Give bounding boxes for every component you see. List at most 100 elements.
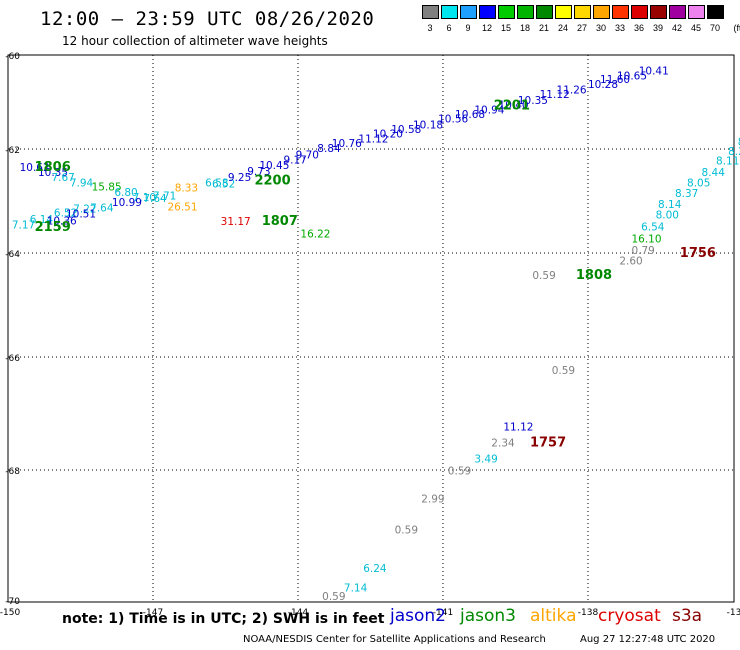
legend-swatch — [631, 5, 648, 19]
pass-time-label: 1757 — [530, 435, 566, 450]
wave-height-value: 9.70 — [296, 149, 319, 161]
legend-label: 6 — [446, 23, 452, 33]
pass-time-label: 1806 — [35, 160, 71, 175]
wave-height-value: 8.44 — [702, 167, 726, 179]
wave-height-value: 8.33 — [175, 183, 198, 195]
map-frame — [7, 54, 735, 603]
wave-height-value: 10.20 — [373, 129, 403, 141]
wave-height-value: 8.00 — [656, 210, 679, 222]
wave-height-value: 7.64 — [143, 193, 167, 205]
wave-height-value: 6.58 — [205, 177, 228, 189]
legend-label: 21 — [538, 23, 549, 33]
pass-time-label: 2200 — [254, 173, 290, 188]
wave-height-value: 8.14 — [658, 199, 682, 211]
wave-height-value: 6.52 — [212, 178, 235, 190]
legend-label: 3 — [427, 23, 433, 33]
latitude-label: -64 — [5, 250, 20, 260]
wave-height-value: 8.84 — [317, 143, 341, 155]
legend-label: 33 — [614, 23, 625, 33]
wave-height-value: 10.36 — [47, 215, 77, 227]
legend-label: 27 — [576, 23, 587, 33]
pass-time-label: 2159 — [35, 220, 71, 235]
wave-height-value: 6.24 — [363, 563, 387, 575]
wave-height-value: 10.51 — [66, 209, 96, 221]
longitude-label: -150 — [0, 608, 20, 618]
wave-height-value: 10.35 — [38, 167, 68, 179]
wave-height-observations: 10.6210.357.677.9415.856.807.107.647.711… — [12, 66, 740, 603]
legend-label: 12 — [481, 23, 492, 33]
latitude-label: -68 — [5, 467, 20, 477]
longitude-label: -141 — [433, 608, 453, 618]
wave-height-value: 31.17 — [221, 216, 251, 228]
wave-height-value: 10.28 — [588, 79, 618, 91]
wave-height-value: 10.56 — [438, 114, 468, 126]
legend-swatch — [612, 5, 629, 19]
legend-swatch — [593, 5, 610, 19]
wave-height-value: 7.17 — [12, 220, 35, 232]
legend-swatch — [517, 5, 534, 19]
graticule — [8, 55, 734, 602]
longitude-label: -144 — [288, 608, 309, 618]
page-title: 12:00 – 23:59 UTC 08/26/2020 — [40, 8, 375, 30]
wave-height-value: 11.60 — [600, 74, 630, 86]
legend-label: 36 — [633, 23, 644, 33]
legend-label: 30 — [595, 23, 606, 33]
wave-height-value: 15.85 — [92, 182, 122, 194]
pass-time-label: 2201 — [494, 99, 530, 114]
wave-height-value: 8.11 — [716, 156, 739, 168]
footer-note: note: 1) Time is in UTC; 2) SWH is in fe… — [62, 611, 385, 627]
wave-height-value: 7.14 — [344, 583, 368, 595]
legend-label: 39 — [652, 23, 663, 33]
pass-time-labels: 1806 2159 1807 2200 2201 1808 1757 1756 — [35, 99, 716, 451]
wave-height-value: 6.14 — [30, 214, 54, 226]
pass-time-label: 1808 — [576, 268, 612, 283]
wave-height-value: 10.18 — [413, 119, 443, 131]
credit-line: NOAA/NESDIS Center for Satellite Applica… — [243, 634, 546, 645]
legend-label: 45 — [690, 23, 701, 33]
wave-height-value: 6.52 — [54, 208, 77, 220]
legend-label: 18 — [519, 23, 530, 33]
longitude-label: -13 — [727, 608, 740, 618]
satellite-cryosat: cryosat — [598, 606, 661, 626]
wave-height-value: 10.45 — [259, 160, 289, 172]
wave-height-value: 2.60 — [619, 255, 642, 267]
legend-label: 42 — [671, 23, 682, 33]
wave-height-value: 10.58 — [391, 124, 421, 136]
latitude-label: -62 — [5, 146, 20, 156]
legend-label: 15 — [500, 23, 511, 33]
wave-height-value: 7.64 — [90, 202, 114, 214]
wave-height-value: 10.40 — [499, 100, 529, 112]
wave-height-value: 6.54 — [641, 222, 665, 234]
wave-height-value: 0.59 — [322, 591, 345, 603]
wave-height-value: 16.10 — [631, 234, 661, 246]
wave-height-value: 26.51 — [167, 201, 197, 213]
satellite-jason3: jason3 — [460, 606, 516, 626]
legend-swatch — [536, 5, 553, 19]
wave-height-value: 7.10 — [133, 192, 156, 204]
wave-height-value: 0.59 — [448, 466, 471, 478]
latitude-labels: -60 -62 -64 -66 -68 -70 — [5, 52, 20, 607]
satellite-altika: altika — [530, 606, 577, 626]
legend-label: 9 — [465, 23, 471, 33]
wave-height-value: 16.22 — [300, 228, 330, 240]
wave-height-value: 11.12 — [358, 133, 388, 145]
latitude-label: -66 — [5, 354, 20, 364]
legend-swatch — [555, 5, 572, 19]
wave-height-value: 10.99 — [112, 197, 142, 209]
wave-height-value: 6.80 — [114, 187, 137, 199]
wave-height-value: 11.12 — [540, 89, 570, 101]
wave-height-value: 2.99 — [421, 494, 444, 506]
wave-height-value: 8.37 — [675, 188, 698, 200]
wave-height-value: 10.35 — [518, 95, 548, 107]
legend-swatch — [498, 5, 515, 19]
longitude-label: -147 — [143, 608, 163, 618]
wave-height-value: 0.59 — [395, 525, 418, 537]
wave-height-value: 10.94 — [474, 104, 504, 116]
satellite-s3a: s3a — [672, 606, 703, 626]
legend-swatch — [479, 5, 496, 19]
legend-swatch — [707, 5, 724, 19]
legend-swatch — [650, 5, 667, 19]
longitude-label: -138 — [578, 608, 599, 618]
wave-height-value: 8.25 — [728, 146, 740, 158]
generated-timestamp: Aug 27 12:27:48 UTC 2020 — [580, 634, 716, 645]
